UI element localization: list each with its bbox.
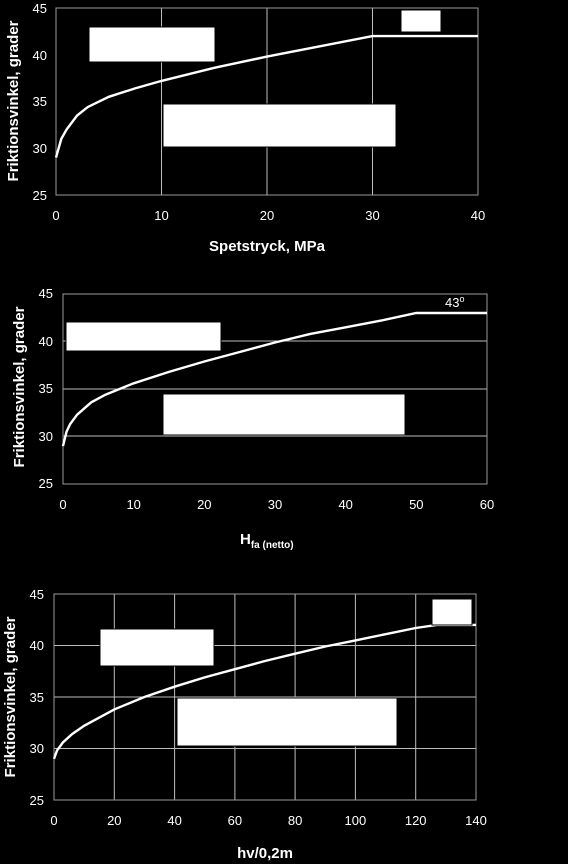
chart-1-xtick: 30	[365, 208, 379, 223]
chart-3-label-box	[431, 598, 473, 626]
chart-2-label-box	[65, 321, 222, 352]
chart-2: 43o 45 40 35 30 25 0 10 20 30 40 50 60 H…	[11, 286, 494, 551]
chart-1-ytick: 45	[33, 1, 47, 16]
chart-2-ytick: 40	[39, 334, 53, 349]
chart-3-xtick: 120	[405, 813, 427, 828]
chart-1-ytick: 25	[33, 188, 47, 203]
chart-1-ytick: 30	[33, 141, 47, 156]
chart-3-ytick: 40	[30, 638, 44, 653]
chart-2-annotation: 43o	[445, 294, 464, 310]
chart-2-xtick: 50	[409, 497, 423, 512]
chart-3-xtick: 40	[167, 813, 181, 828]
chart-1-x-axis-label: Spetstryck, MPa	[209, 238, 326, 255]
chart-2-xtick: 60	[480, 497, 494, 512]
chart-3-x-axis-label: hv/0,2m	[237, 845, 293, 862]
chart-3-xtick: 100	[345, 813, 367, 828]
chart-3-xtick: 0	[50, 813, 57, 828]
chart-2-x-axis-label: Hfa (netto)	[240, 531, 294, 551]
chart-3-ytick: 30	[30, 741, 44, 756]
chart-2-label-box	[162, 393, 406, 436]
chart-3-y-axis-label: Friktionsvinkel, grader	[2, 616, 19, 777]
chart-1: 45 40 35 30 25 0 10 20 30 40 Spetstryck,…	[5, 1, 485, 255]
chart-2-plot-area	[62, 293, 488, 485]
chart-1-plot-area	[55, 7, 479, 196]
chart-1-ytick: 35	[33, 94, 47, 109]
chart-1-xtick: 20	[260, 208, 274, 223]
chart-2-ytick: 45	[39, 286, 53, 301]
chart-3-label-box	[176, 697, 398, 747]
chart-3-xtick: 20	[107, 813, 121, 828]
chart-3-xtick: 140	[465, 813, 487, 828]
chart-3-xtick: 60	[228, 813, 242, 828]
chart-2-xtick: 10	[126, 497, 140, 512]
chart-1-label-box	[162, 103, 397, 148]
chart-3-ytick: 35	[30, 690, 44, 705]
chart-2-ytick: 30	[39, 429, 53, 444]
chart-2-xtick: 40	[338, 497, 352, 512]
chart-3-ytick: 25	[30, 793, 44, 808]
chart-2-xtick: 0	[59, 497, 66, 512]
chart-1-ytick: 40	[33, 48, 47, 63]
chart-2-xtick: 20	[197, 497, 211, 512]
chart-2-y-axis-label: Friktionsvinkel, grader	[11, 306, 28, 467]
chart-1-label-box	[400, 9, 442, 33]
chart-1-xtick: 0	[52, 208, 59, 223]
chart-1-series-line	[54, 34, 478, 158]
chart-3-plot-area	[53, 593, 477, 801]
chart-2-ytick: 25	[39, 476, 53, 491]
chart-2-ytick: 35	[39, 381, 53, 396]
chart-3-ytick: 45	[30, 587, 44, 602]
chart-3-series-line	[52, 623, 476, 760]
chart-1-xtick: 10	[154, 208, 168, 223]
chart-1-label-box	[88, 26, 216, 63]
chart-3: 45 40 35 30 25 0 20 40 60 80 100 120 140…	[2, 587, 487, 862]
chart-2-series-line	[61, 311, 487, 447]
chart-3-label-box	[99, 628, 215, 667]
chart-3-xtick: 80	[288, 813, 302, 828]
chart-1-xtick: 40	[471, 208, 485, 223]
chart-1-y-axis-label: Friktionsvinkel, grader	[5, 20, 22, 181]
chart-2-xtick: 30	[268, 497, 282, 512]
